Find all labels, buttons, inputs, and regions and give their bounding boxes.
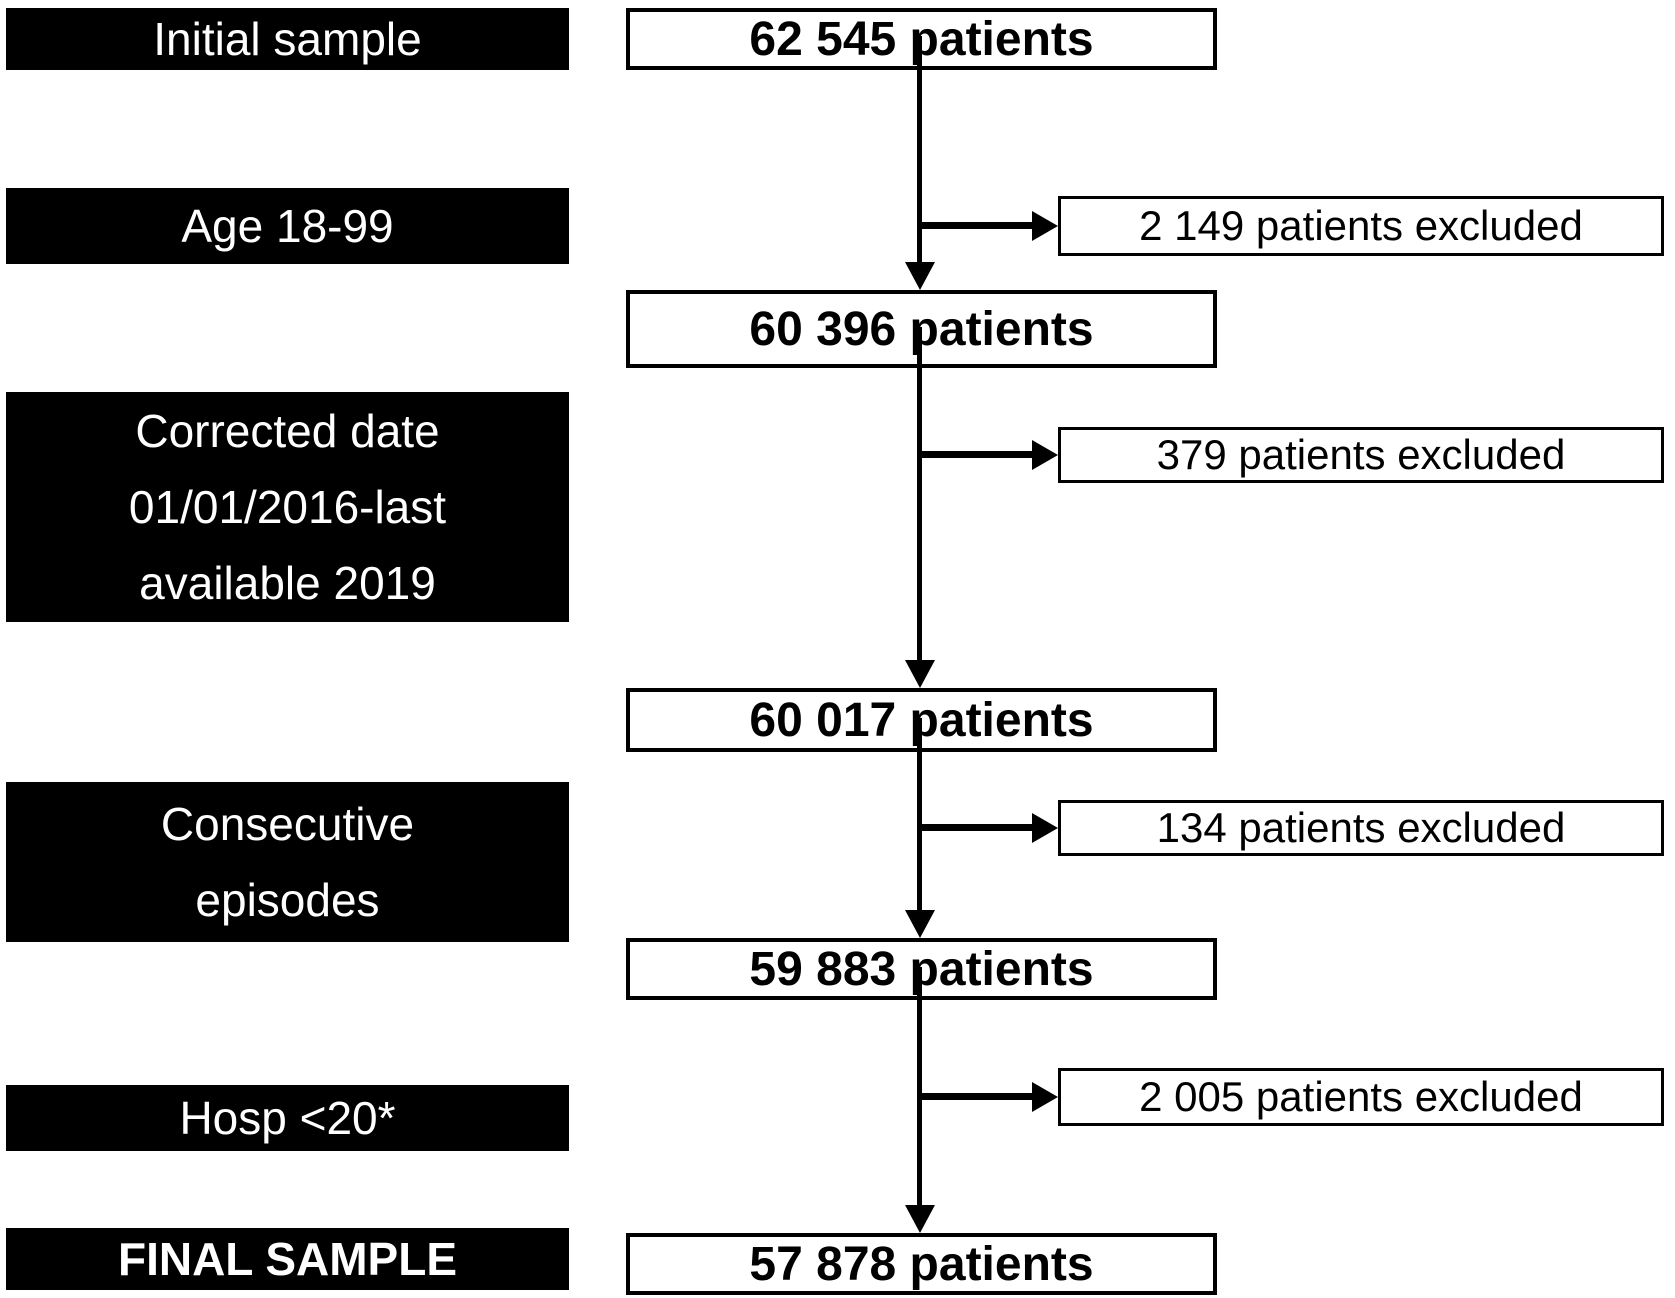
arrow-line [917, 718, 922, 912]
criteria-label: FINAL SAMPLE [117, 1233, 458, 1285]
criteria-box-consecutive-episodes: Consecutive episodes [6, 782, 569, 942]
count-label: 60 396 patients [749, 302, 1094, 356]
exclusion-box-date: 379 patients excluded [1058, 427, 1664, 483]
criteria-box-initial-sample: Initial sample [6, 8, 569, 70]
count-box-after-age-filter: 60 396 patients [626, 290, 1217, 368]
count-box-after-episodes-filter: 59 883 patients [626, 938, 1217, 1000]
criteria-label: Initial sample [153, 13, 422, 65]
arrow-line [917, 36, 922, 264]
criteria-label-line: episodes [195, 874, 380, 926]
arrow-head [905, 910, 935, 938]
exclusion-box-episodes: 134 patients excluded [1058, 800, 1664, 856]
criteria-box-corrected-date: Corrected date 01/01/2016-last available… [6, 392, 569, 622]
arrow-line [920, 222, 1034, 229]
exclusion-box-age: 2 149 patients excluded [1058, 196, 1664, 256]
count-box-initial: 62 545 patients [626, 8, 1217, 70]
criteria-label-line: 01/01/2016-last [128, 481, 447, 533]
criteria-label: Hosp <20* [179, 1092, 396, 1144]
arrow-head [905, 1205, 935, 1233]
arrow-head [1032, 440, 1058, 470]
exclusion-label: 134 patients excluded [1156, 804, 1566, 851]
criteria-label: Age 18-99 [181, 200, 394, 252]
exclusion-label: 2 005 patients excluded [1139, 1073, 1583, 1120]
arrow-line [920, 451, 1034, 458]
count-box-final-sample: 57 878 patients [626, 1233, 1217, 1295]
arrow-line [917, 967, 922, 1207]
arrow-head [1032, 211, 1058, 241]
arrow-line [917, 327, 922, 662]
criteria-box-hosp-lt-20: Hosp <20* [6, 1085, 569, 1151]
arrow-head [1032, 813, 1058, 843]
count-box-after-date-filter: 60 017 patients [626, 688, 1217, 752]
count-label: 59 883 patients [749, 942, 1094, 996]
count-label: 57 878 patients [749, 1237, 1094, 1291]
count-label: 62 545 patients [749, 12, 1094, 66]
arrow-line [920, 1093, 1034, 1100]
arrow-line [920, 824, 1034, 831]
arrow-head [905, 660, 935, 688]
criteria-label-line: Corrected date [135, 405, 440, 457]
exclusion-box-hosp: 2 005 patients excluded [1058, 1068, 1664, 1126]
arrow-head [905, 262, 935, 290]
exclusion-label: 379 patients excluded [1156, 431, 1566, 478]
exclusion-label: 2 149 patients excluded [1139, 202, 1583, 249]
criteria-label-line: Consecutive [160, 798, 415, 850]
criteria-box-age-18-99: Age 18-99 [6, 188, 569, 264]
criteria-box-final-sample: FINAL SAMPLE [6, 1228, 569, 1290]
criteria-label-line: available 2019 [139, 557, 436, 609]
arrow-head [1032, 1082, 1058, 1112]
count-label: 60 017 patients [749, 693, 1094, 747]
